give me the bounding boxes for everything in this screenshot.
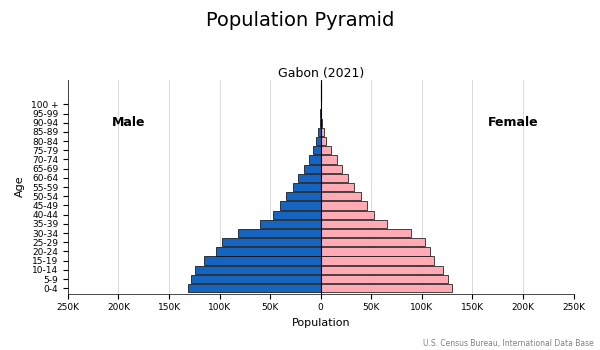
Bar — [321, 220, 388, 228]
Bar — [321, 229, 410, 237]
Bar — [321, 137, 326, 145]
Bar — [321, 275, 448, 283]
X-axis label: Population: Population — [292, 318, 350, 328]
Title: Gabon (2021): Gabon (2021) — [278, 66, 364, 79]
Bar — [304, 164, 321, 173]
Bar — [321, 210, 374, 219]
Bar — [286, 192, 321, 201]
Bar — [205, 257, 321, 265]
Bar — [196, 266, 321, 274]
Text: U.S. Census Bureau, International Data Base: U.S. Census Bureau, International Data B… — [423, 339, 594, 348]
Bar — [280, 201, 321, 210]
Bar — [321, 238, 425, 246]
Bar — [298, 174, 321, 182]
Bar — [321, 192, 361, 201]
Bar — [321, 183, 354, 191]
Bar — [221, 238, 321, 246]
Y-axis label: Age: Age — [15, 176, 25, 197]
Bar — [321, 164, 342, 173]
Bar — [308, 155, 321, 164]
Bar — [321, 119, 322, 127]
Bar — [316, 137, 321, 145]
Bar — [215, 247, 321, 256]
Text: Female: Female — [488, 116, 538, 129]
Bar — [321, 155, 337, 164]
Bar — [321, 174, 348, 182]
Bar — [320, 119, 321, 127]
Bar — [191, 275, 321, 283]
Bar — [321, 128, 323, 136]
Text: Population Pyramid: Population Pyramid — [206, 10, 394, 29]
Bar — [321, 247, 430, 256]
Bar — [313, 146, 321, 154]
Bar — [238, 229, 321, 237]
Bar — [188, 284, 321, 292]
Bar — [321, 146, 331, 154]
Bar — [321, 257, 434, 265]
Text: Male: Male — [112, 116, 145, 129]
Bar — [319, 128, 321, 136]
Bar — [321, 201, 367, 210]
Bar — [260, 220, 321, 228]
Bar — [321, 266, 443, 274]
Bar — [273, 210, 321, 219]
Bar — [321, 284, 452, 292]
Bar — [293, 183, 321, 191]
